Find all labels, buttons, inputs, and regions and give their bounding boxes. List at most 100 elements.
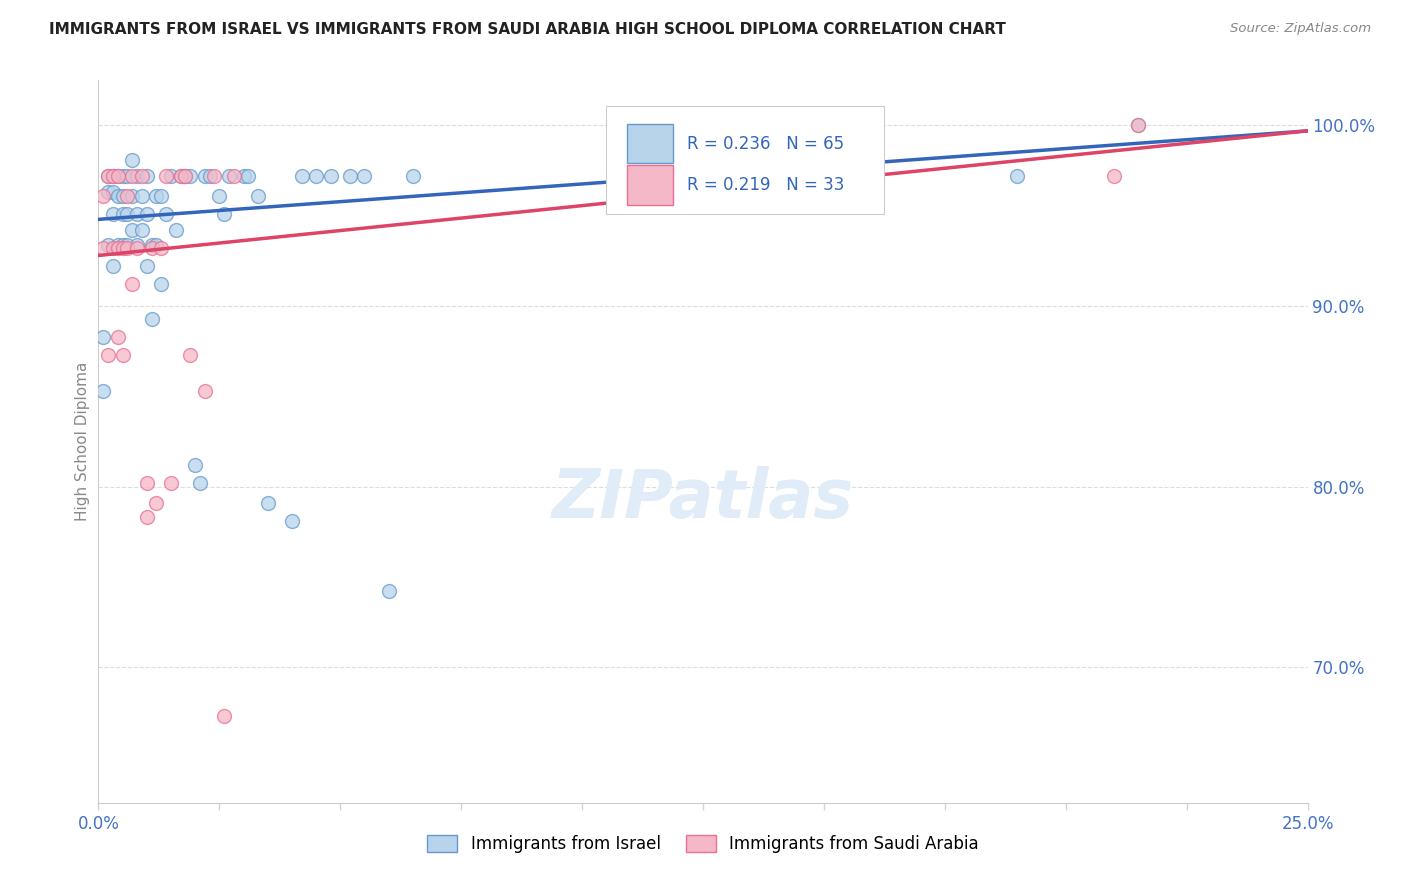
Point <box>141 241 163 255</box>
Point <box>281 514 304 528</box>
Point <box>319 169 342 183</box>
Point <box>117 189 139 203</box>
Point <box>198 169 221 183</box>
Point <box>222 169 245 183</box>
Point <box>107 237 129 252</box>
Point <box>150 241 173 255</box>
Point <box>212 709 235 723</box>
Point <box>135 260 157 274</box>
Point <box>121 189 143 203</box>
Point <box>107 189 129 203</box>
Point <box>238 169 260 183</box>
Point <box>101 186 124 200</box>
Point <box>117 241 139 255</box>
Point <box>160 169 183 183</box>
Point <box>194 169 217 183</box>
Point <box>127 241 149 255</box>
Point <box>111 237 134 252</box>
Point <box>789 169 811 183</box>
Point <box>127 237 149 252</box>
Y-axis label: High School Diploma: High School Diploma <box>75 362 90 521</box>
Point <box>101 207 124 221</box>
Point <box>1102 169 1125 183</box>
Point <box>107 330 129 344</box>
Legend: Immigrants from Israel, Immigrants from Saudi Arabia: Immigrants from Israel, Immigrants from … <box>420 828 986 860</box>
Point <box>160 476 183 491</box>
Point <box>107 169 129 183</box>
Point <box>121 153 143 167</box>
Point <box>208 189 231 203</box>
Point <box>107 169 129 183</box>
Point <box>174 169 197 183</box>
Point <box>141 237 163 252</box>
Point <box>91 330 114 344</box>
Point <box>91 384 114 398</box>
Point <box>837 169 859 183</box>
Point <box>1007 169 1029 183</box>
Point <box>377 584 399 599</box>
Point <box>97 186 120 200</box>
Point <box>145 189 167 203</box>
Point <box>135 476 157 491</box>
Point <box>165 223 187 237</box>
Point <box>127 169 149 183</box>
Point <box>127 207 149 221</box>
Point <box>121 277 143 292</box>
Point <box>101 169 124 183</box>
Point <box>339 169 361 183</box>
Point <box>155 169 177 183</box>
Point <box>179 348 201 362</box>
Point <box>169 169 191 183</box>
Point <box>212 207 235 221</box>
Point <box>305 169 328 183</box>
Point <box>247 189 270 203</box>
Point <box>111 241 134 255</box>
Point <box>121 169 143 183</box>
Point <box>111 348 134 362</box>
Point <box>135 169 157 183</box>
Point <box>111 189 134 203</box>
Point <box>169 169 191 183</box>
Point <box>141 311 163 326</box>
FancyBboxPatch shape <box>627 165 672 204</box>
Point <box>121 223 143 237</box>
Point <box>194 384 217 398</box>
Point <box>117 169 139 183</box>
Text: Source: ZipAtlas.com: Source: ZipAtlas.com <box>1230 22 1371 36</box>
Point <box>101 241 124 255</box>
Point <box>117 207 139 221</box>
Text: IMMIGRANTS FROM ISRAEL VS IMMIGRANTS FROM SAUDI ARABIA HIGH SCHOOL DIPLOMA CORRE: IMMIGRANTS FROM ISRAEL VS IMMIGRANTS FRO… <box>49 22 1007 37</box>
Point <box>135 207 157 221</box>
Text: ZIPatlas: ZIPatlas <box>553 467 853 533</box>
Point <box>131 189 153 203</box>
Point <box>155 207 177 221</box>
Point <box>179 169 201 183</box>
Point <box>188 476 211 491</box>
Point <box>290 169 312 183</box>
Point <box>117 237 139 252</box>
Point <box>91 241 114 255</box>
Point <box>111 169 134 183</box>
FancyBboxPatch shape <box>627 124 672 163</box>
Point <box>131 223 153 237</box>
Point <box>184 458 207 472</box>
Point <box>232 169 254 183</box>
Text: R = 0.236   N = 65: R = 0.236 N = 65 <box>688 135 845 153</box>
Point <box>101 260 124 274</box>
Point <box>353 169 375 183</box>
Point <box>97 348 120 362</box>
Point <box>145 237 167 252</box>
Point <box>107 241 129 255</box>
Point <box>204 169 226 183</box>
Point <box>1128 119 1150 133</box>
Point <box>135 510 157 524</box>
Point <box>91 189 114 203</box>
Point <box>97 169 120 183</box>
Point <box>150 189 173 203</box>
Point <box>150 277 173 292</box>
Point <box>256 496 278 510</box>
Point <box>97 237 120 252</box>
Point <box>131 169 153 183</box>
Point <box>111 207 134 221</box>
Point <box>97 169 120 183</box>
